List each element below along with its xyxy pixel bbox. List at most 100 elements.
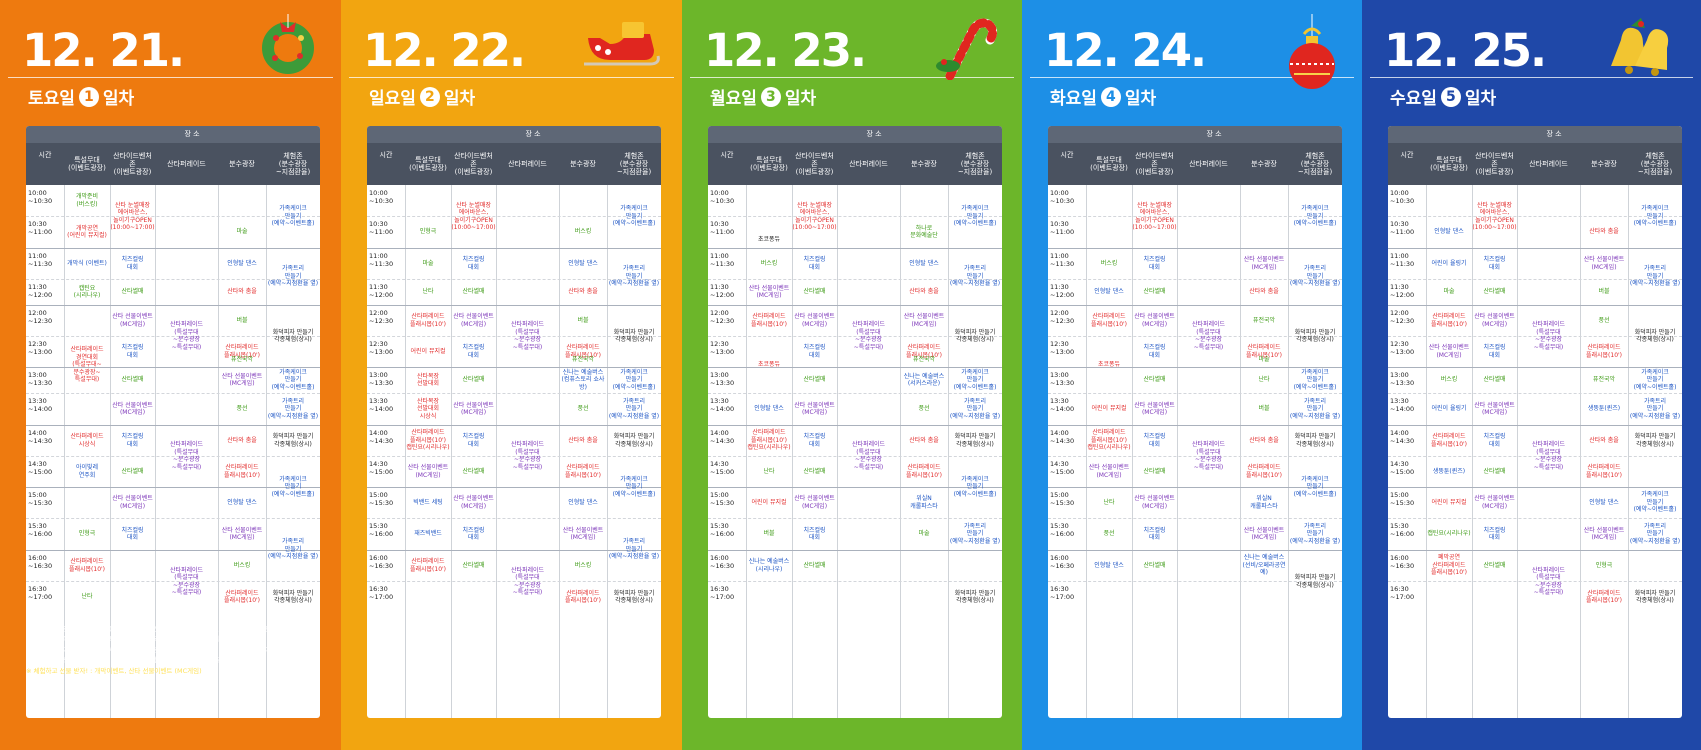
time-slot: 13:00 ~13:30	[1390, 371, 1415, 388]
event-cell: 산타썰매	[1483, 376, 1506, 384]
event-cell: 인형극	[1595, 561, 1613, 569]
day-suffix: 일차	[102, 89, 135, 109]
event-cell: 산타퍼레이드 (특설무대 ~분수광장 ~특설무대)	[169, 441, 204, 471]
event-cell: 산타 눈썰매장 에어바운스, 놀이기구OPEN (10:00~17:00)	[1132, 201, 1177, 232]
event-cell: 치즈컬링 대회	[121, 344, 144, 359]
row-divider	[1048, 456, 1342, 457]
row-divider	[1388, 487, 1682, 488]
event-cell: 가족트리 만들기 (예약~지점환율 옆)	[267, 265, 319, 288]
event-cell: 버블	[763, 530, 775, 538]
day-suffix: 일차	[1124, 89, 1157, 109]
time-slot: 13:00 ~13:30	[1050, 371, 1075, 388]
time-header: 시간	[1400, 151, 1414, 160]
time-slot: 13:30 ~14:00	[1050, 397, 1075, 414]
column-header: 산타이드벤처존 (이벤트광장)	[1475, 151, 1514, 177]
event-cell: 산타 선물이벤트 (MC게임)	[562, 526, 604, 542]
time-slot: 16:30 ~17:00	[710, 585, 735, 602]
column-divider	[607, 185, 608, 718]
row-divider	[1388, 336, 1682, 337]
event-cell: 산타썰매	[462, 467, 485, 475]
column-header: 산타이드벤처존 (이벤트광장)	[454, 151, 493, 177]
row-divider	[367, 581, 661, 582]
day-number-badge: 1	[78, 86, 99, 107]
column-divider	[1517, 185, 1518, 718]
event-cell: 위실N 캐롤파스타	[910, 495, 938, 510]
event-cell: 가족트리 만들기 (예약~지점환율 옆)	[1289, 522, 1341, 545]
event-cell: 치즈컬링 대회	[462, 344, 485, 359]
header-rule	[349, 77, 674, 78]
row-divider	[367, 367, 661, 368]
event-cell: 초코퐁듀	[757, 236, 781, 244]
row-divider	[26, 216, 320, 217]
event-cell: 퓨전국악	[230, 355, 254, 363]
event-cell: 산타퍼레이드 (특설무대 ~분수광장 ~특설무대)	[1531, 441, 1566, 471]
time-slot: 10:30 ~11:00	[369, 220, 394, 237]
event-cell: 치즈컬링 대회	[1483, 433, 1506, 448]
event-cell: 신나는 예술버스 (컴퓨스토리 쇼사방)	[561, 368, 605, 391]
event-cell: 가족트리 만들기 (예약~지점환율 옆)	[949, 397, 1001, 420]
event-cell: 가족케이크 만들기 (예약~이벤트홀)	[1633, 205, 1677, 228]
event-cell: 신나는 예술버스 (서커스라운)	[903, 372, 945, 388]
column-header: 산타퍼레이드	[849, 159, 888, 168]
event-cell: 산타퍼레이드 플래시몹(10')	[1585, 344, 1623, 359]
event-cell: 풍선	[236, 405, 248, 413]
event-cell: 산타 선물이벤트 (MC게임)	[112, 401, 153, 417]
row-divider	[1048, 216, 1342, 217]
row-divider	[1388, 550, 1682, 551]
time-slot: 11:30 ~12:00	[1390, 283, 1415, 300]
event-cell: 산타썰매	[1143, 288, 1166, 296]
day-number-badge: 2	[419, 86, 440, 107]
event-cell: 가족케이크 만들기 (예약~이벤트홀)	[612, 475, 656, 498]
row-divider	[708, 305, 1002, 306]
time-header: 시간	[720, 151, 734, 160]
day-panel-d22: 12. 22. 일요일 2 일차 시간 장 소 특설무대 (이벤트광장) 산타이드벤처존 (이벤트…	[341, 0, 682, 750]
time-slot: 13:00 ~13:30	[369, 371, 394, 388]
time-slot: 13:30 ~14:00	[28, 397, 53, 414]
time-slot: 12:30 ~13:00	[28, 340, 53, 357]
time-slot: 13:30 ~14:00	[1390, 397, 1415, 414]
column-header: 분수광장	[1251, 159, 1277, 168]
day-label: 화요일 4 일차	[1050, 84, 1156, 109]
row-divider	[1388, 248, 1682, 249]
column-header: 분수광장	[911, 159, 937, 168]
place-header: 장 소	[1206, 130, 1222, 138]
row-divider	[1048, 279, 1342, 280]
place-header: 장 소	[525, 130, 541, 138]
day-panel-d24: 12. 24. 화요일 4 일차 시간 장 소 특설무대 (이벤트광장) 산타이드벤처존 (이벤트…	[1022, 0, 1362, 750]
sleigh-icon	[580, 14, 662, 74]
time-slot: 14:30 ~15:00	[28, 460, 53, 477]
event-cell: 화덕피자 만들기 각종체험(상시)	[1294, 433, 1336, 448]
event-cell: 산타썰매	[1483, 288, 1506, 296]
event-cell: 산타퍼레이드 플래시몹(10')	[1245, 464, 1283, 479]
time-slot: 16:00 ~16:30	[1390, 554, 1415, 571]
date-title: 12. 21.	[22, 24, 185, 77]
event-cell: 가족트리 만들기 (예약~지점환율 옆)	[608, 265, 660, 288]
event-cell: 퓨전국악	[571, 355, 595, 363]
event-cell: 치즈컬링 대회	[1483, 256, 1506, 271]
header-rule	[1030, 77, 1354, 78]
row-divider	[26, 336, 320, 337]
time-slot: 13:30 ~14:00	[710, 397, 735, 414]
event-cell: 치즈컬링 대회	[462, 526, 485, 542]
day-label: 수요일 5 일차	[1390, 84, 1496, 109]
event-cell: 화덕피자 만들기 각종체험(상시)	[272, 433, 314, 448]
event-cell: 산타퍼레이드 플래시몹(10')	[409, 558, 447, 573]
event-cell: 산타퍼레이드 플래시몹(10')	[1430, 313, 1468, 328]
event-cell: 버스킹	[1100, 259, 1118, 267]
event-cell: 화덕피자 만들기 각종체험(상시)	[272, 328, 314, 344]
time-slot: 16:30 ~17:00	[369, 585, 394, 602]
event-cell: 산타퍼레이드 (특설무대 ~분수광장 ~특설무대)	[510, 321, 545, 351]
event-cell: 산타퍼레이드 플래시몹(10')	[223, 464, 261, 479]
event-cell: 인형탈 댄스	[1434, 228, 1464, 236]
event-cell: 산타썰매	[803, 288, 826, 296]
event-cell: 산타퍼레이드 플래시몹(10') 캡틴요(시리나우)	[1087, 429, 1131, 452]
event-cell: 산타와 춤을	[1589, 436, 1619, 444]
event-cell: 화덕피자 만들기 각종체험(상시)	[1294, 328, 1336, 344]
day-suffix: 일차	[443, 89, 476, 109]
column-divider	[1288, 185, 1289, 718]
time-slot: 12:00 ~12:30	[1390, 309, 1415, 326]
column-divider	[1628, 185, 1629, 718]
table-header-top	[26, 126, 320, 143]
date-title: 12. 23.	[704, 24, 867, 77]
event-cell: 산타 선물이벤트 (MC게임)	[1134, 401, 1175, 417]
